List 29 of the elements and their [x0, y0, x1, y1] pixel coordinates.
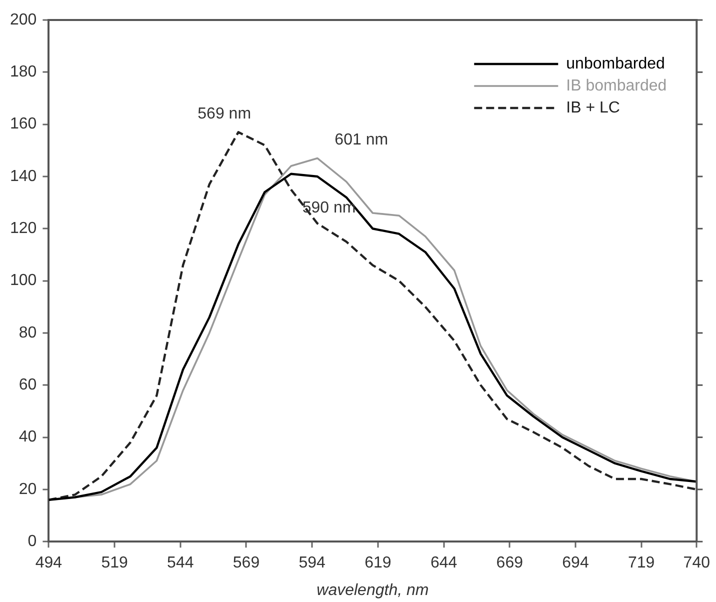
y-tick-label: 200: [10, 11, 37, 28]
y-tick-label: 140: [10, 168, 37, 185]
y-tick-label: 20: [18, 480, 37, 498]
x-tick-label: 594: [298, 554, 326, 572]
x-axis-title: wavelength, nm: [316, 582, 429, 599]
y-tick-label: 0: [28, 533, 37, 550]
x-tick-label: 644: [430, 554, 458, 572]
x-tick-label: 544: [167, 554, 194, 572]
y-tick-label: 40: [18, 428, 37, 446]
y-tick-label: 80: [18, 324, 37, 342]
x-tick-label: 694: [562, 554, 589, 572]
x-tick-label: 494: [35, 554, 62, 572]
x-tick-label: 519: [101, 554, 128, 572]
x-tick-label: 669: [496, 554, 524, 572]
text: IB bombarded: [566, 77, 667, 94]
annotation: 590 nm: [302, 199, 356, 216]
annotation: 601 nm: [334, 132, 388, 149]
y-tick-label: 120: [10, 220, 37, 238]
y-tick-label: 100: [10, 272, 37, 290]
x-tick-label: 569: [232, 554, 260, 572]
y-tick-label: 180: [10, 64, 37, 81]
text: unbombarded: [566, 55, 665, 72]
y-tick-label: 60: [18, 376, 37, 394]
y-tick-label: 160: [10, 116, 37, 133]
x-tick-label: 740: [683, 554, 710, 572]
text: IB + LC: [566, 99, 620, 116]
annotation: 569 nm: [198, 106, 252, 123]
x-tick-label: 719: [628, 554, 655, 572]
x-tick-label: 619: [364, 554, 392, 572]
